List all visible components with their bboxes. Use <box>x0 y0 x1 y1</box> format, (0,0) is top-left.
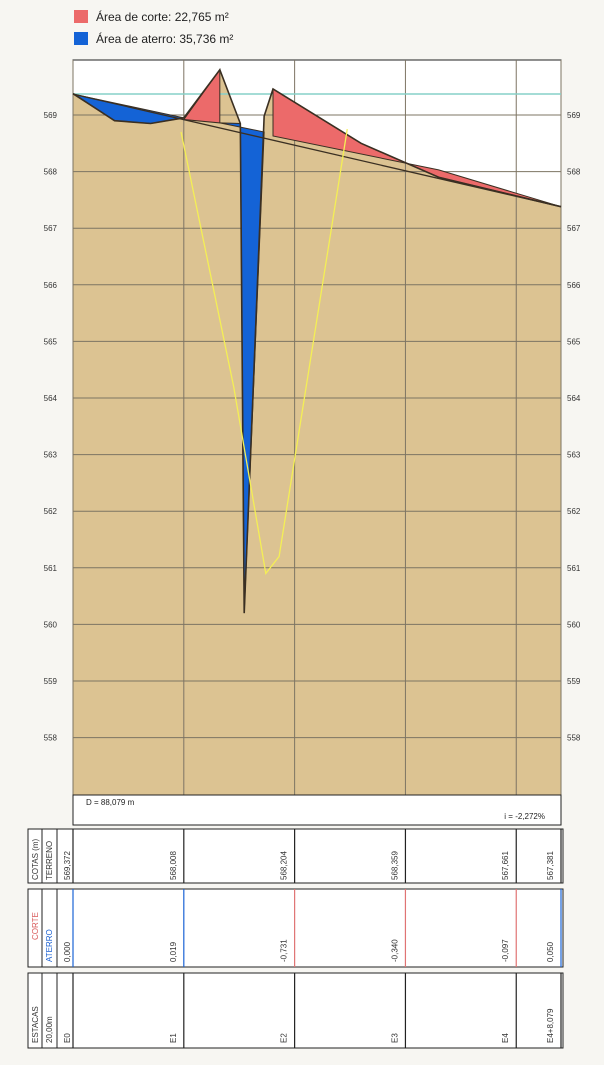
y-tick-label-left: 561 <box>44 564 58 573</box>
station-label: E3 <box>390 1033 399 1043</box>
terreno-value: 568,359 <box>390 851 399 880</box>
y-tick-label-right: 562 <box>567 507 581 516</box>
legend-label-corte: Área de corte: 22,765 m² <box>96 9 229 24</box>
y-tick-label-left: 562 <box>44 507 58 516</box>
y-tick-label-right: 560 <box>567 620 581 629</box>
distance-label: D = 88,079 m <box>86 798 135 807</box>
y-tick-label-left: 560 <box>44 620 58 629</box>
corte-aterro-value: -0,340 <box>390 939 399 962</box>
info-strip: D = 88,079 m i = -2,272% <box>72 794 562 826</box>
y-tick-label-left: 566 <box>44 281 58 290</box>
y-tick-label-left: 569 <box>44 111 58 120</box>
y-axis-right: 569 568 567 566 565 564 563 562 561 560 559 558 <box>567 111 581 743</box>
y-tick-label-left: 563 <box>44 451 58 460</box>
y-tick-label-right: 559 <box>567 677 581 686</box>
terreno-line <box>72 68 562 614</box>
station-label: E2 <box>280 1033 289 1043</box>
station-label: E1 <box>169 1033 178 1043</box>
y-tick-label-left: 565 <box>44 337 58 346</box>
cotas-row <box>27 828 564 884</box>
y-tick-label-right: 558 <box>567 734 581 743</box>
y-tick-label-right: 568 <box>567 168 581 177</box>
legend-swatch-corte <box>74 10 88 23</box>
terreno-value: 569,372 <box>63 851 72 880</box>
y-tick-label-right: 567 <box>567 224 581 233</box>
y-tick-label-right: 569 <box>567 111 581 120</box>
y-tick-label-right: 563 <box>567 451 581 460</box>
y-tick-label-right: 565 <box>567 337 581 346</box>
terreno-value: 567,661 <box>501 851 510 880</box>
legend-swatch-aterro <box>74 32 88 45</box>
terrain-area <box>73 69 561 796</box>
corte-aterro-value: 0,019 <box>169 941 178 962</box>
y-tick-label-left: 558 <box>44 734 58 743</box>
y-axis-left: 569 568 567 566 565 564 563 562 561 560 559 558 <box>44 111 58 743</box>
corte-aterro-value: 0,050 <box>546 941 555 962</box>
data-table: COTAS (m) TERRENO CORTE ATERRO ESTACAS 2… <box>27 828 564 1049</box>
legend: Área de corte: 22,765 m² Área de aterro:… <box>74 9 233 46</box>
y-tick-label-left: 568 <box>44 168 58 177</box>
y-tick-label-right: 564 <box>567 394 581 403</box>
terreno-header: TERRENO <box>45 841 54 880</box>
aterro-header: ATERRO <box>45 929 54 962</box>
corte-header: CORTE <box>31 912 40 940</box>
cotas-header: COTAS (m) <box>31 838 40 880</box>
y-tick-label-left: 559 <box>44 677 58 686</box>
info-strip-box <box>72 794 562 826</box>
terreno-value: 568,204 <box>280 851 289 880</box>
yellow-line <box>180 129 348 576</box>
y-tick-label-right: 561 <box>567 564 581 573</box>
station-label: E4 <box>501 1033 510 1043</box>
estacas-header: ESTACAS <box>31 1006 40 1043</box>
y-tick-label-right: 566 <box>567 281 581 290</box>
station-label: E0 <box>63 1033 72 1043</box>
slope-label: i = -2,272% <box>504 812 545 821</box>
y-tick-label-left: 567 <box>44 224 58 233</box>
corte-aterro-value: -0,097 <box>501 939 510 962</box>
corte-aterro-value: -0,731 <box>280 939 289 962</box>
corte-aterro-value: 0,000 <box>63 941 72 962</box>
terreno-value: 568,008 <box>169 851 178 880</box>
station-label: E4+8,079 <box>546 1008 555 1043</box>
estacas-row <box>27 972 564 1049</box>
terreno-value: 567,381 <box>546 851 555 880</box>
y-tick-label-left: 564 <box>44 394 58 403</box>
legend-label-aterro: Área de aterro: 35,736 m² <box>96 31 233 46</box>
step-header: 20,00m <box>45 1016 54 1043</box>
plot-area <box>72 59 562 796</box>
grade-line <box>72 93 562 208</box>
corte-aterro-row <box>27 888 564 968</box>
